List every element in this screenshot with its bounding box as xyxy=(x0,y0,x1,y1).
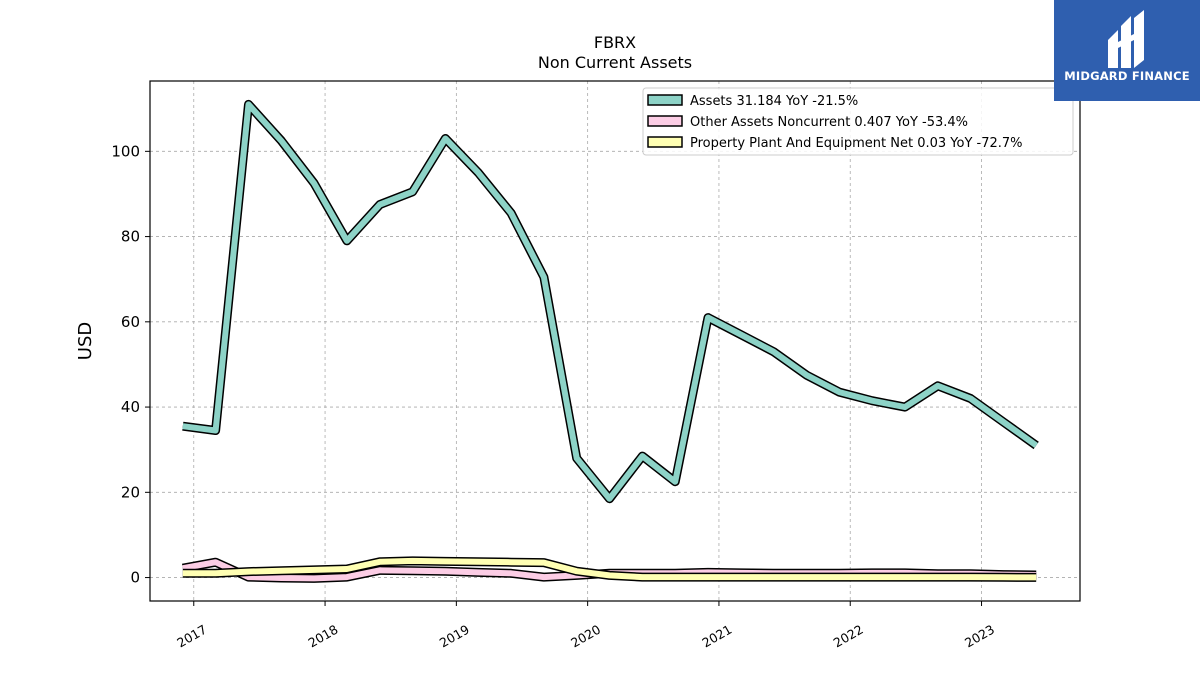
x-tick-label: 2021 xyxy=(699,622,734,651)
legend-swatch xyxy=(647,136,683,148)
y-tick-label: 100 xyxy=(111,142,140,160)
plot-frame xyxy=(149,80,1081,602)
x-tick-label: 2019 xyxy=(437,622,472,651)
y-tick-label: 80 xyxy=(121,228,140,246)
y-tick-label: 20 xyxy=(121,483,140,501)
legend-item: Other Assets Noncurrent 0.407 YoY -53.4% xyxy=(647,115,968,130)
brand-text: MIDGARD FINANCE xyxy=(1064,69,1190,83)
series-0-outline xyxy=(182,99,1039,504)
series-layer xyxy=(181,99,1039,583)
legend-label: Other Assets Noncurrent 0.407 YoY -53.4% xyxy=(690,115,968,130)
y-tick-label: 0 xyxy=(130,569,140,587)
chart-subtitle: Non Current Assets xyxy=(537,53,693,72)
y-axis-label: USD xyxy=(75,322,96,360)
series-0-stroke xyxy=(182,101,1038,502)
midgard-logo-icon xyxy=(1108,10,1144,68)
legend-swatch xyxy=(647,115,683,127)
legend-swatch xyxy=(647,94,683,106)
x-tick-label: 2020 xyxy=(568,622,603,651)
legend: Assets 31.184 YoY -21.5% Other Assets Non… xyxy=(642,87,1074,156)
legend-label: Property Plant And Equipment Net 0.03 Yo… xyxy=(690,136,1023,151)
y-tick-label: 40 xyxy=(121,398,140,416)
x-tick-label: 2017 xyxy=(174,622,209,651)
x-tick-label: 2022 xyxy=(831,622,866,651)
series-2-stroke xyxy=(182,557,1037,581)
brand-logo: MIDGARD FINANCE xyxy=(1054,0,1200,101)
legend-box xyxy=(642,87,1074,156)
legend-item: Assets 31.184 YoY -21.5% xyxy=(647,94,858,109)
series-2-line xyxy=(182,556,1037,582)
legend-item: Property Plant And Equipment Net 0.03 Yo… xyxy=(647,136,1023,151)
legend-label: Assets 31.184 YoY -21.5% xyxy=(690,94,858,109)
grid-lines xyxy=(150,81,1080,601)
y-tick-label: 60 xyxy=(121,313,140,331)
x-tick-label: 2018 xyxy=(306,622,341,651)
chart-title: FBRX xyxy=(593,33,637,52)
series-0-line xyxy=(182,99,1039,504)
x-tick-label: 2023 xyxy=(962,622,997,651)
